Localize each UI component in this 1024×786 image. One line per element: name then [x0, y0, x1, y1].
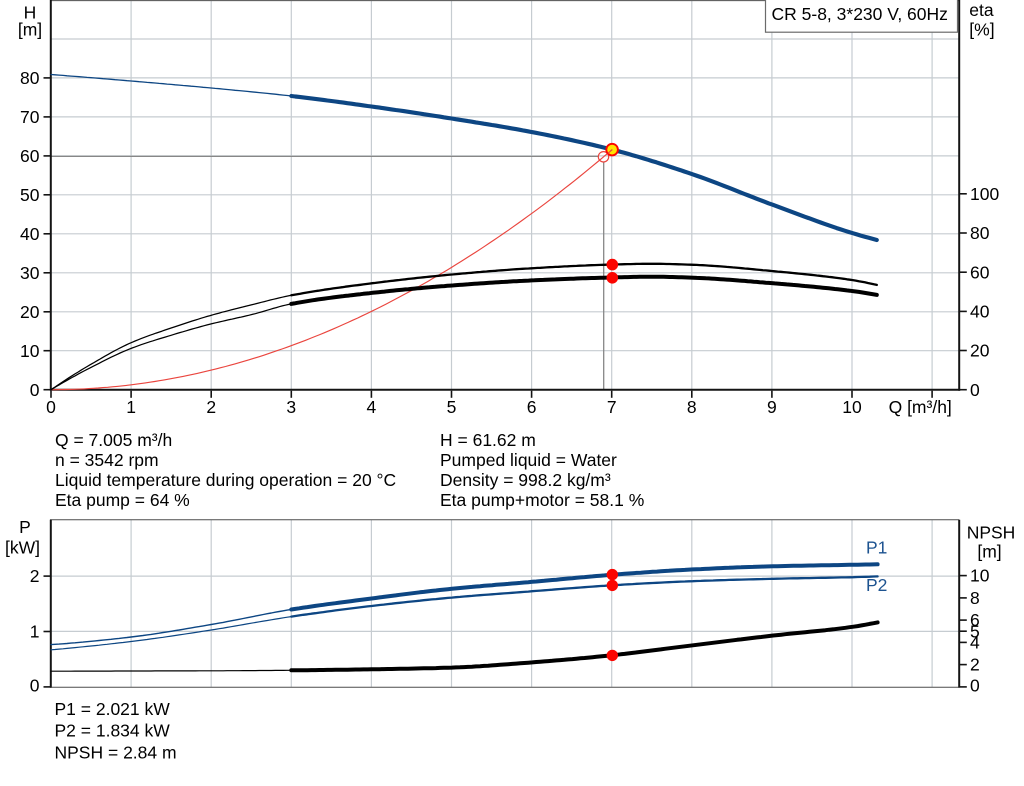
svg-text:9: 9 — [767, 397, 777, 417]
svg-text:CR 5-8, 3*230 V, 60Hz: CR 5-8, 3*230 V, 60Hz — [772, 4, 948, 24]
svg-text:eta: eta — [969, 0, 994, 20]
svg-text:60: 60 — [970, 262, 990, 282]
svg-text:n = 3542 rpm: n = 3542 rpm — [55, 450, 159, 470]
svg-text:Density = 998.2 kg/m³: Density = 998.2 kg/m³ — [440, 470, 611, 490]
svg-text:1: 1 — [30, 622, 40, 642]
svg-text:P1: P1 — [866, 538, 887, 558]
svg-text:80: 80 — [970, 223, 990, 243]
svg-text:[kW]: [kW] — [5, 537, 40, 557]
svg-text:Eta pump+motor = 58.1 %: Eta pump+motor = 58.1 % — [440, 490, 644, 510]
svg-text:6: 6 — [970, 610, 980, 630]
svg-text:10: 10 — [970, 566, 990, 586]
svg-text:40: 40 — [970, 301, 990, 321]
svg-text:30: 30 — [20, 263, 40, 283]
svg-text:2: 2 — [206, 397, 216, 417]
svg-text:0: 0 — [970, 676, 980, 696]
svg-text:0: 0 — [970, 380, 980, 400]
svg-text:50: 50 — [20, 185, 40, 205]
svg-text:Q = 7.005 m³/h: Q = 7.005 m³/h — [55, 430, 172, 450]
svg-text:Eta pump = 64 %: Eta pump = 64 % — [55, 490, 190, 510]
svg-text:0: 0 — [30, 380, 40, 400]
svg-text:20: 20 — [970, 341, 990, 361]
svg-text:Pumped liquid = Water: Pumped liquid = Water — [440, 450, 617, 470]
svg-text:NPSH: NPSH — [967, 522, 1016, 542]
svg-text:8: 8 — [970, 588, 980, 608]
svg-text:3: 3 — [286, 397, 296, 417]
svg-text:4: 4 — [970, 632, 980, 652]
svg-text:[m]: [m] — [18, 20, 42, 40]
svg-text:P2: P2 — [866, 575, 887, 595]
svg-text:80: 80 — [20, 68, 40, 88]
svg-text:100: 100 — [970, 184, 999, 204]
svg-text:60: 60 — [20, 146, 40, 166]
svg-text:7: 7 — [607, 397, 617, 417]
svg-text:5: 5 — [447, 397, 457, 417]
svg-text:P2 = 1.834 kW: P2 = 1.834 kW — [55, 721, 171, 741]
svg-text:H: H — [24, 2, 37, 22]
svg-text:4: 4 — [367, 397, 377, 417]
svg-text:1: 1 — [126, 397, 136, 417]
svg-text:H = 61.62 m: H = 61.62 m — [440, 430, 536, 450]
svg-text:2: 2 — [30, 566, 40, 586]
svg-text:10: 10 — [20, 341, 40, 361]
svg-text:[m]: [m] — [977, 541, 1001, 561]
svg-text:[%]: [%] — [969, 20, 994, 40]
svg-text:NPSH = 2.84 m: NPSH = 2.84 m — [55, 742, 177, 762]
svg-text:10: 10 — [842, 397, 862, 417]
svg-text:5: 5 — [970, 621, 980, 641]
svg-text:20: 20 — [20, 302, 40, 322]
svg-text:2: 2 — [970, 655, 980, 675]
svg-text:Liquid temperature during oper: Liquid temperature during operation = 20… — [55, 470, 396, 490]
svg-text:6: 6 — [527, 397, 537, 417]
svg-text:0: 0 — [46, 397, 56, 417]
svg-text:P1 = 2.021 kW: P1 = 2.021 kW — [55, 699, 171, 719]
svg-text:70: 70 — [20, 107, 40, 127]
svg-text:40: 40 — [20, 224, 40, 244]
svg-text:8: 8 — [687, 397, 697, 417]
svg-text:Q [m³/h]: Q [m³/h] — [889, 397, 952, 417]
svg-text:0: 0 — [30, 676, 40, 696]
svg-text:P: P — [19, 517, 31, 537]
